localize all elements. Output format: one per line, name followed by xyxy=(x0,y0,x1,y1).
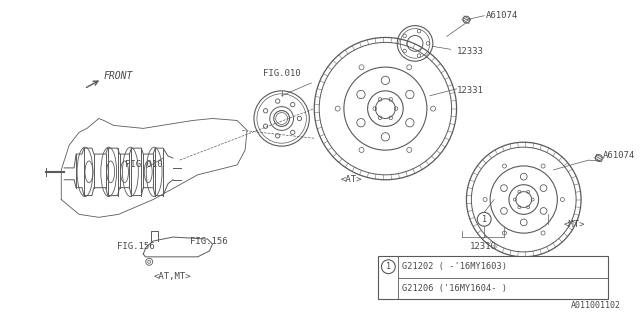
Text: FIG.156: FIG.156 xyxy=(116,243,154,252)
Text: 12310: 12310 xyxy=(470,243,497,252)
Text: A011001102: A011001102 xyxy=(571,301,621,310)
Text: G21206 ('16MY1604- ): G21206 ('16MY1604- ) xyxy=(402,284,507,293)
Text: FIG.010: FIG.010 xyxy=(125,160,162,170)
Text: 1: 1 xyxy=(482,215,486,224)
Text: 12333: 12333 xyxy=(456,47,483,56)
Circle shape xyxy=(381,260,396,274)
Text: <MT>: <MT> xyxy=(563,220,585,229)
Text: FIG.156: FIG.156 xyxy=(189,236,227,245)
Text: 1: 1 xyxy=(386,262,391,271)
Text: FIG.010: FIG.010 xyxy=(263,68,300,77)
Text: A61074: A61074 xyxy=(603,150,635,160)
Text: 12331: 12331 xyxy=(456,86,483,95)
Circle shape xyxy=(477,212,491,226)
FancyBboxPatch shape xyxy=(378,256,608,299)
Text: <AT,MT>: <AT,MT> xyxy=(154,272,192,281)
Text: A61074: A61074 xyxy=(486,11,518,20)
Text: <AT>: <AT> xyxy=(341,175,362,184)
Text: FRONT: FRONT xyxy=(104,71,133,81)
Text: G21202 ( -'16MY1603): G21202 ( -'16MY1603) xyxy=(402,262,507,271)
